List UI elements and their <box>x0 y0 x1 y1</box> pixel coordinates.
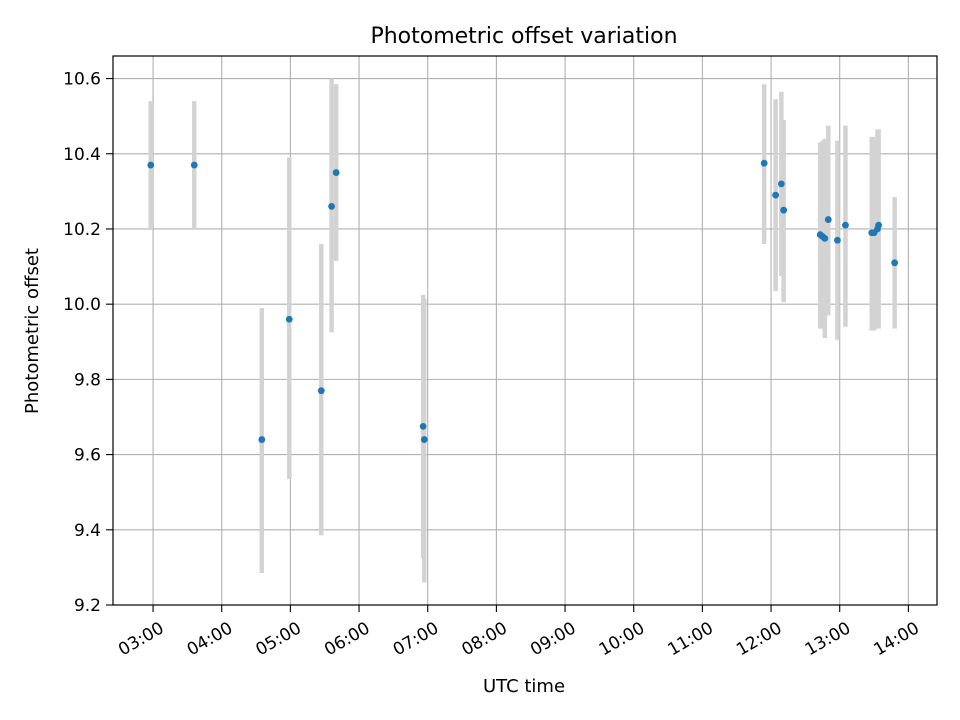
x-tick-label: 07:00 <box>390 618 442 660</box>
data-point <box>147 161 155 169</box>
data-point <box>834 236 841 244</box>
data-point <box>891 259 899 267</box>
plot-frame <box>112 55 938 606</box>
x-axis: 03:00 04:00 05:00 06:00 07:00 08:00 09:00 10:00… <box>115 605 923 660</box>
data-point <box>821 234 829 242</box>
data-point <box>317 387 325 395</box>
x-tick-label: 03:00 <box>115 618 167 660</box>
x-tick-label: 11:00 <box>664 618 716 660</box>
x-tick-label: 09:00 <box>527 618 579 660</box>
data-point <box>332 169 340 176</box>
data-point <box>760 159 768 167</box>
data-point <box>777 180 785 188</box>
data-point <box>875 221 883 229</box>
y-tick-label: 10.6 <box>63 70 101 90</box>
x-tick-label: 08:00 <box>458 618 510 660</box>
data-point <box>420 436 428 443</box>
y-tick-label: 9.2 <box>74 596 101 616</box>
y-tick-label: 10.0 <box>63 295 101 315</box>
data-point <box>780 206 788 214</box>
chart-title: Photometric offset variation <box>370 24 677 49</box>
x-tick-label: 13:00 <box>802 618 854 660</box>
x-tick-label: 05:00 <box>252 618 304 660</box>
y-axis-label: Photometric offset <box>22 248 43 414</box>
data-point <box>328 203 335 210</box>
y-tick-label: 10.2 <box>63 220 101 240</box>
y-tick-label: 9.4 <box>74 521 101 541</box>
data-markers <box>147 159 899 443</box>
x-axis-label: UTC time <box>483 676 565 697</box>
y-tick-label: 9.8 <box>74 370 101 390</box>
data-point <box>842 221 849 229</box>
y-axis: 9.2 9.4 9.6 9.8 10.0 10.2 10.4 10.6 <box>63 70 113 616</box>
data-point <box>824 216 832 223</box>
y-tick-label: 10.4 <box>63 145 101 165</box>
data-point <box>285 315 293 323</box>
data-point <box>258 436 266 443</box>
data-point <box>419 422 427 430</box>
x-tick-label: 14:00 <box>870 618 922 660</box>
data-point <box>190 161 198 169</box>
x-tick-label: 10:00 <box>596 618 648 660</box>
x-tick-label: 06:00 <box>321 618 373 660</box>
x-tick-label: 04:00 <box>184 618 236 660</box>
y-tick-label: 9.6 <box>74 446 101 466</box>
x-tick-label: 12:00 <box>733 618 785 660</box>
grid <box>113 56 937 606</box>
data-point <box>772 191 780 199</box>
